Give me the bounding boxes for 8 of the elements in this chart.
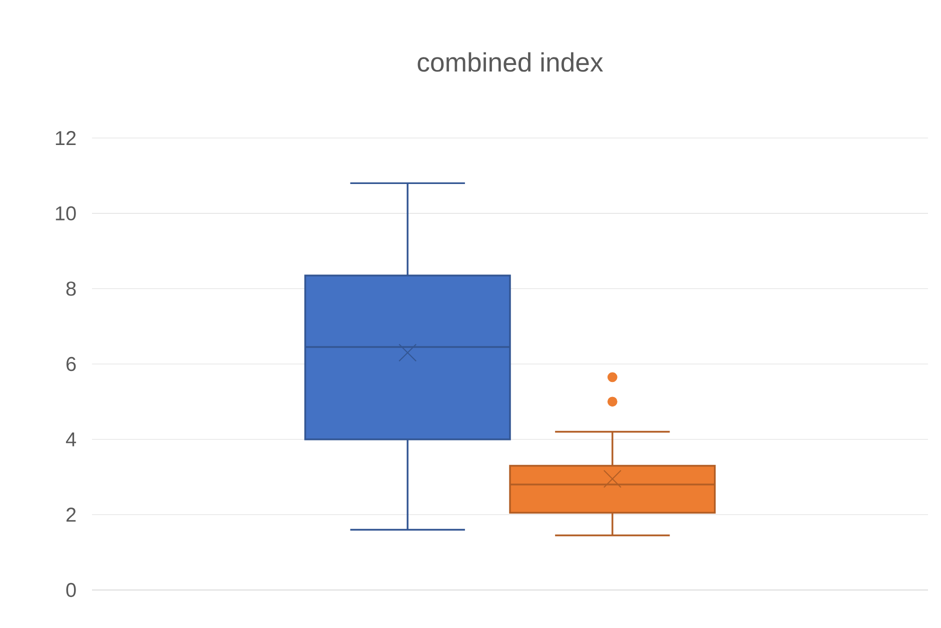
y-tick-label: 4: [66, 432, 76, 446]
y-tick-label: 6: [66, 356, 76, 372]
y-tick-label: 10: [56, 206, 76, 220]
y-tick-label: 12: [56, 131, 76, 145]
chart-title: combined index: [418, 52, 604, 72]
y-tick-label: 0: [66, 582, 76, 598]
y-tick-label: 8: [66, 282, 76, 296]
y-tick-label: 2: [66, 508, 76, 522]
